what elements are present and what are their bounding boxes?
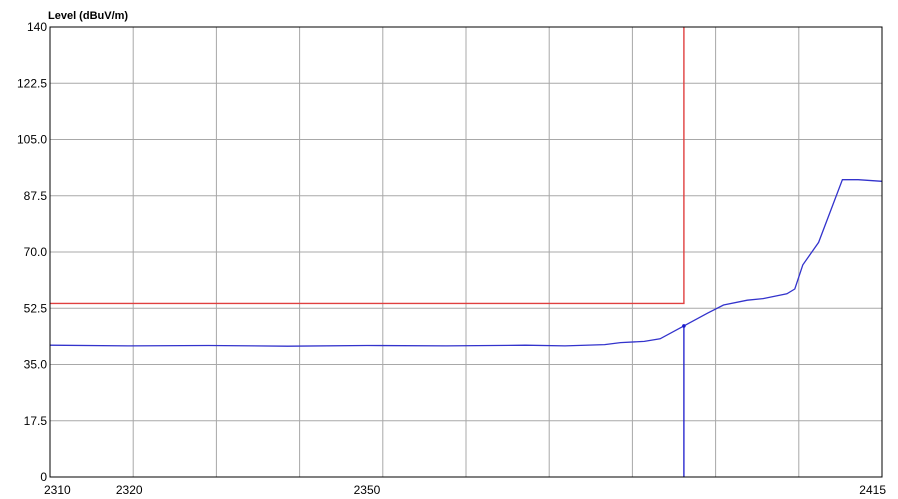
y-tick-label: 87.5 — [24, 189, 48, 203]
x-tick-label: 2310 — [44, 483, 71, 497]
series-line-2 — [50, 27, 685, 305]
x-tick-labels: 2310 2320 2350 2415 — [44, 483, 886, 497]
marker-point — [682, 324, 686, 328]
plot-frame — [49, 26, 883, 478]
y-tick-label: 17.5 — [24, 414, 48, 428]
y-tick-label: 140 — [27, 20, 47, 34]
y-tick-label: 105.0 — [17, 133, 47, 147]
y-tick-label: 35.0 — [24, 358, 48, 372]
series-layer — [49, 27, 883, 477]
y-tick-label: 70.0 — [24, 245, 48, 259]
x-tick-label: 2350 — [354, 483, 381, 497]
y-tick-labels: 0 17.5 35.0 52.5 70.0 87.5 105.0 122.5 140 — [17, 20, 47, 484]
y-tick-label: 122.5 — [17, 76, 47, 90]
y-axis-label: Level (dBuV/m) — [48, 10, 128, 22]
grid — [50, 27, 882, 477]
x-tick-label: 2415 — [859, 483, 886, 497]
y-tick-label: 0 — [40, 470, 47, 484]
x-tick-label: 2320 — [116, 483, 143, 497]
y-tick-label: 52.5 — [24, 301, 48, 315]
